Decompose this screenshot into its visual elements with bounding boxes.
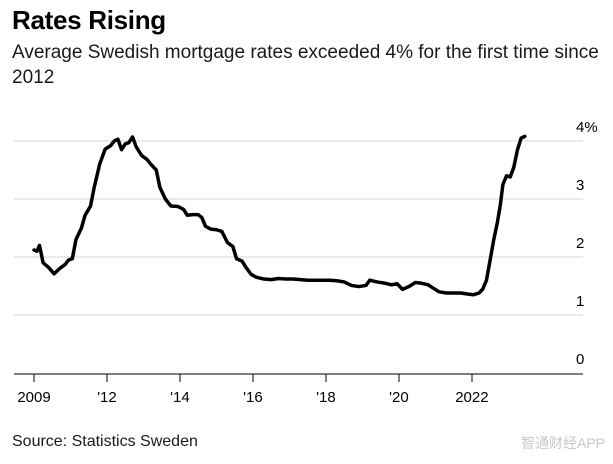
y-tick-label-3: 3 <box>576 177 584 194</box>
x-tick-label-2019: '20 <box>389 389 409 406</box>
x-tick-label-2015: '16 <box>243 389 263 406</box>
gridlines <box>14 140 583 316</box>
watermark: 智通财经APP <box>520 435 605 451</box>
chart-subtitle: Average Swedish mortgage rates exceeded … <box>12 42 599 88</box>
x-tick-label-2009: 2009 <box>17 389 50 406</box>
y-tick-label-2: 2 <box>576 235 584 252</box>
series-layer <box>32 134 527 297</box>
x-axis <box>14 373 583 382</box>
y-tick-label-0: 0 <box>576 351 584 368</box>
y-tick-label-4: 4% <box>576 119 598 136</box>
series-line-0 <box>32 134 527 297</box>
x-tick-label-2021: 2022 <box>455 389 488 406</box>
tick-labels: 0 1 2 3 4% 2009 '12 '14 '16 '18 '20 2022 <box>17 119 597 406</box>
y-tick-label-1: 1 <box>576 293 584 310</box>
x-tick-label-2017: '18 <box>316 389 336 406</box>
x-tick-label-2011: '12 <box>97 389 117 406</box>
chart-source: Source: Statistics Sweden <box>12 433 198 450</box>
x-tick-label-2013: '14 <box>170 389 190 406</box>
chart-title: Rates Rising <box>12 5 166 35</box>
